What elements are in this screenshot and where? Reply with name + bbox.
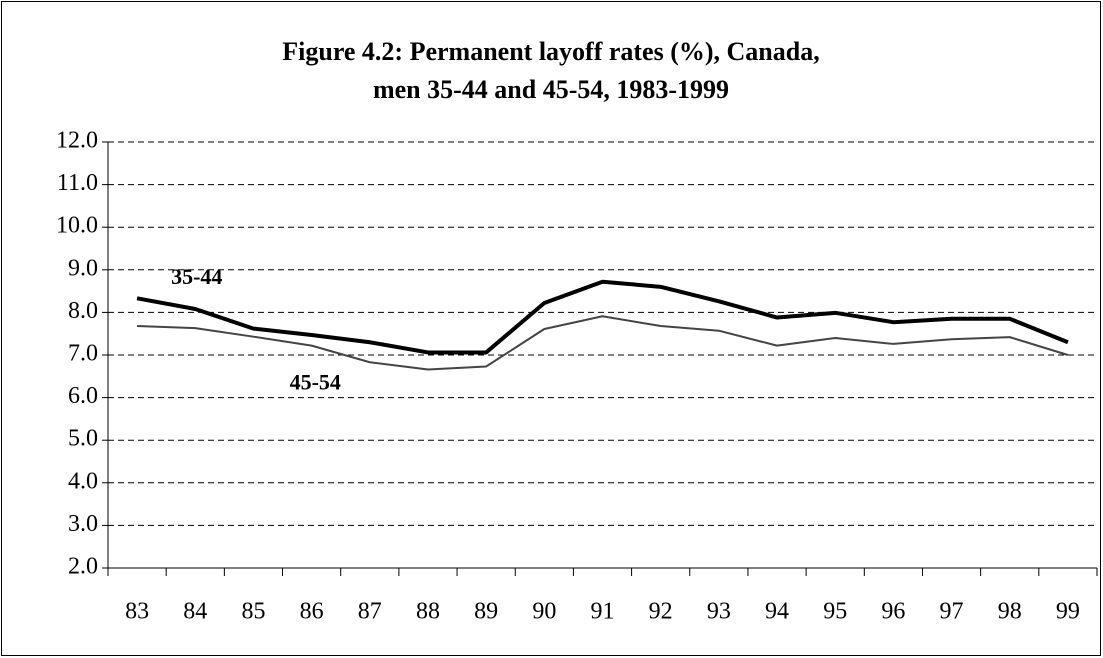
x-tick-label: 93 [707, 599, 731, 625]
series-line [136, 279, 1069, 355]
x-tick-label: 85 [241, 599, 265, 625]
y-tick-label: 9.0 [68, 255, 98, 281]
x-tick-label: 94 [765, 599, 789, 625]
y-tick-label: 11.0 [57, 170, 98, 196]
x-tick-label: 95 [823, 599, 847, 625]
series-label: 45-54 [290, 369, 341, 394]
x-tick-label: 83 [125, 599, 149, 625]
chart-title: men 35-44 and 45-54, 1983-1999 [373, 75, 729, 104]
x-tick-label: 90 [532, 599, 556, 625]
x-tick-label: 91 [591, 599, 615, 625]
y-tick-label: 6.0 [68, 383, 98, 409]
x-tick-label: 87 [358, 599, 382, 625]
x-tick-label: 99 [1056, 599, 1080, 625]
x-tick-label: 88 [416, 599, 440, 625]
series-line [137, 315, 1069, 371]
y-tick-label: 3.0 [68, 511, 98, 537]
y-tick-label: 12.0 [56, 128, 98, 154]
y-tick-label: 4.0 [68, 468, 98, 494]
y-tick-label: 8.0 [68, 298, 98, 324]
x-tick-label: 84 [183, 599, 207, 625]
x-tick-label: 98 [998, 599, 1022, 625]
x-tick-label: 96 [881, 599, 905, 625]
y-tick-label: 10.0 [56, 213, 98, 239]
chart-title: Figure 4.2: Permanent layoff rates (%), … [282, 37, 819, 66]
x-tick-label: 86 [300, 599, 324, 625]
series-label: 35-44 [171, 264, 222, 289]
y-tick-label: 2.0 [68, 554, 98, 580]
y-tick-label: 5.0 [68, 426, 98, 452]
y-tick-label: 7.0 [68, 341, 98, 367]
x-tick-label: 92 [649, 599, 673, 625]
x-tick-label: 97 [940, 599, 964, 625]
x-tick-label: 89 [474, 599, 498, 625]
